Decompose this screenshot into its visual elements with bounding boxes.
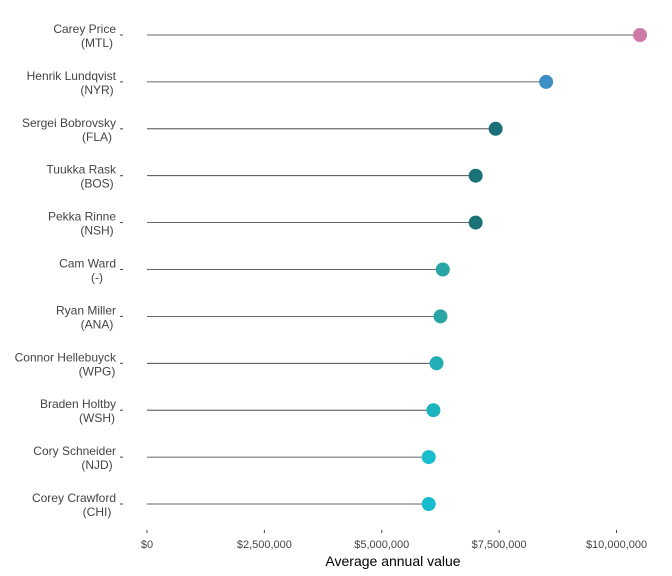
player-name: Sergei Bobrovsky: [22, 116, 116, 130]
data-point-5: [435, 262, 450, 277]
x-axis-ticks: $0 $2,500,000 $5,000,000 $7,500,000 $10,000,…: [141, 530, 647, 551]
player-name: Braden Holtby: [40, 397, 116, 411]
player-team: (CHI): [83, 505, 112, 519]
category-label: Cory Schneider (NJD): [33, 444, 116, 472]
stems-layer: [147, 34, 640, 505]
player-name: Cory Schneider: [33, 444, 116, 458]
player-name: Connor Hellebuyck: [15, 350, 117, 364]
player-name: Henrik Lundqvist: [27, 69, 117, 83]
data-point-7: [429, 356, 444, 371]
player-name: Pekka Rinne: [48, 210, 116, 224]
player-name: Cam Ward: [59, 257, 116, 271]
player-team: (WSH): [79, 411, 115, 425]
x-tick-label: $0: [141, 539, 153, 551]
x-tick-label: $5,000,000: [354, 539, 409, 551]
player-team: (-): [91, 271, 103, 285]
player-team: (ANA): [81, 317, 114, 331]
player-team: (NJD): [81, 458, 112, 472]
category-label: Henrik Lundqvist (NYR): [27, 69, 117, 97]
category-label: Carey Price (MTL): [53, 22, 116, 50]
player-team: (NSH): [80, 224, 113, 238]
category-label: Connor Hellebuyck (WPG): [15, 350, 117, 378]
player-team: (NYR): [80, 83, 113, 97]
player-name: Corey Crawford: [32, 491, 116, 505]
y-axis-labels: Carey Price (MTL) Henrik Lundqvist (NYR) Ser…: [15, 22, 123, 519]
data-point-8: [426, 403, 441, 418]
data-point-1: [539, 74, 554, 89]
player-team: (BOS): [80, 177, 113, 191]
player-name: Tuukka Rask: [46, 163, 117, 177]
data-point-0: [633, 28, 647, 42]
data-point-2: [488, 121, 503, 136]
category-label: Sergei Bobrovsky (FLA): [22, 116, 116, 144]
data-point-10: [421, 497, 436, 511]
data-point-6: [433, 309, 448, 324]
player-name: Ryan Miller: [56, 303, 116, 317]
x-tick-label: $10,000,000: [586, 539, 647, 551]
dots-layer: [421, 28, 647, 511]
x-axis-title: Average annual value: [325, 553, 460, 569]
x-tick-label: $7,500,000: [472, 539, 527, 551]
category-label: Cam Ward (-): [59, 257, 116, 285]
data-point-9: [421, 450, 436, 465]
player-team: (MTL): [81, 36, 113, 50]
data-point-4: [468, 215, 483, 230]
category-label: Ryan Miller (ANA): [56, 303, 116, 331]
player-team: (WPG): [79, 364, 116, 378]
category-label: Tuukka Rask (BOS): [46, 163, 117, 191]
category-label: Pekka Rinne (NSH): [48, 210, 116, 238]
player-name: Carey Price: [53, 22, 116, 36]
category-label: Braden Holtby (WSH): [40, 397, 116, 425]
category-label: Corey Crawford (CHI): [32, 491, 116, 519]
player-team: (FLA): [82, 130, 112, 144]
data-point-3: [468, 168, 483, 183]
x-tick-label: $2,500,000: [237, 539, 292, 551]
